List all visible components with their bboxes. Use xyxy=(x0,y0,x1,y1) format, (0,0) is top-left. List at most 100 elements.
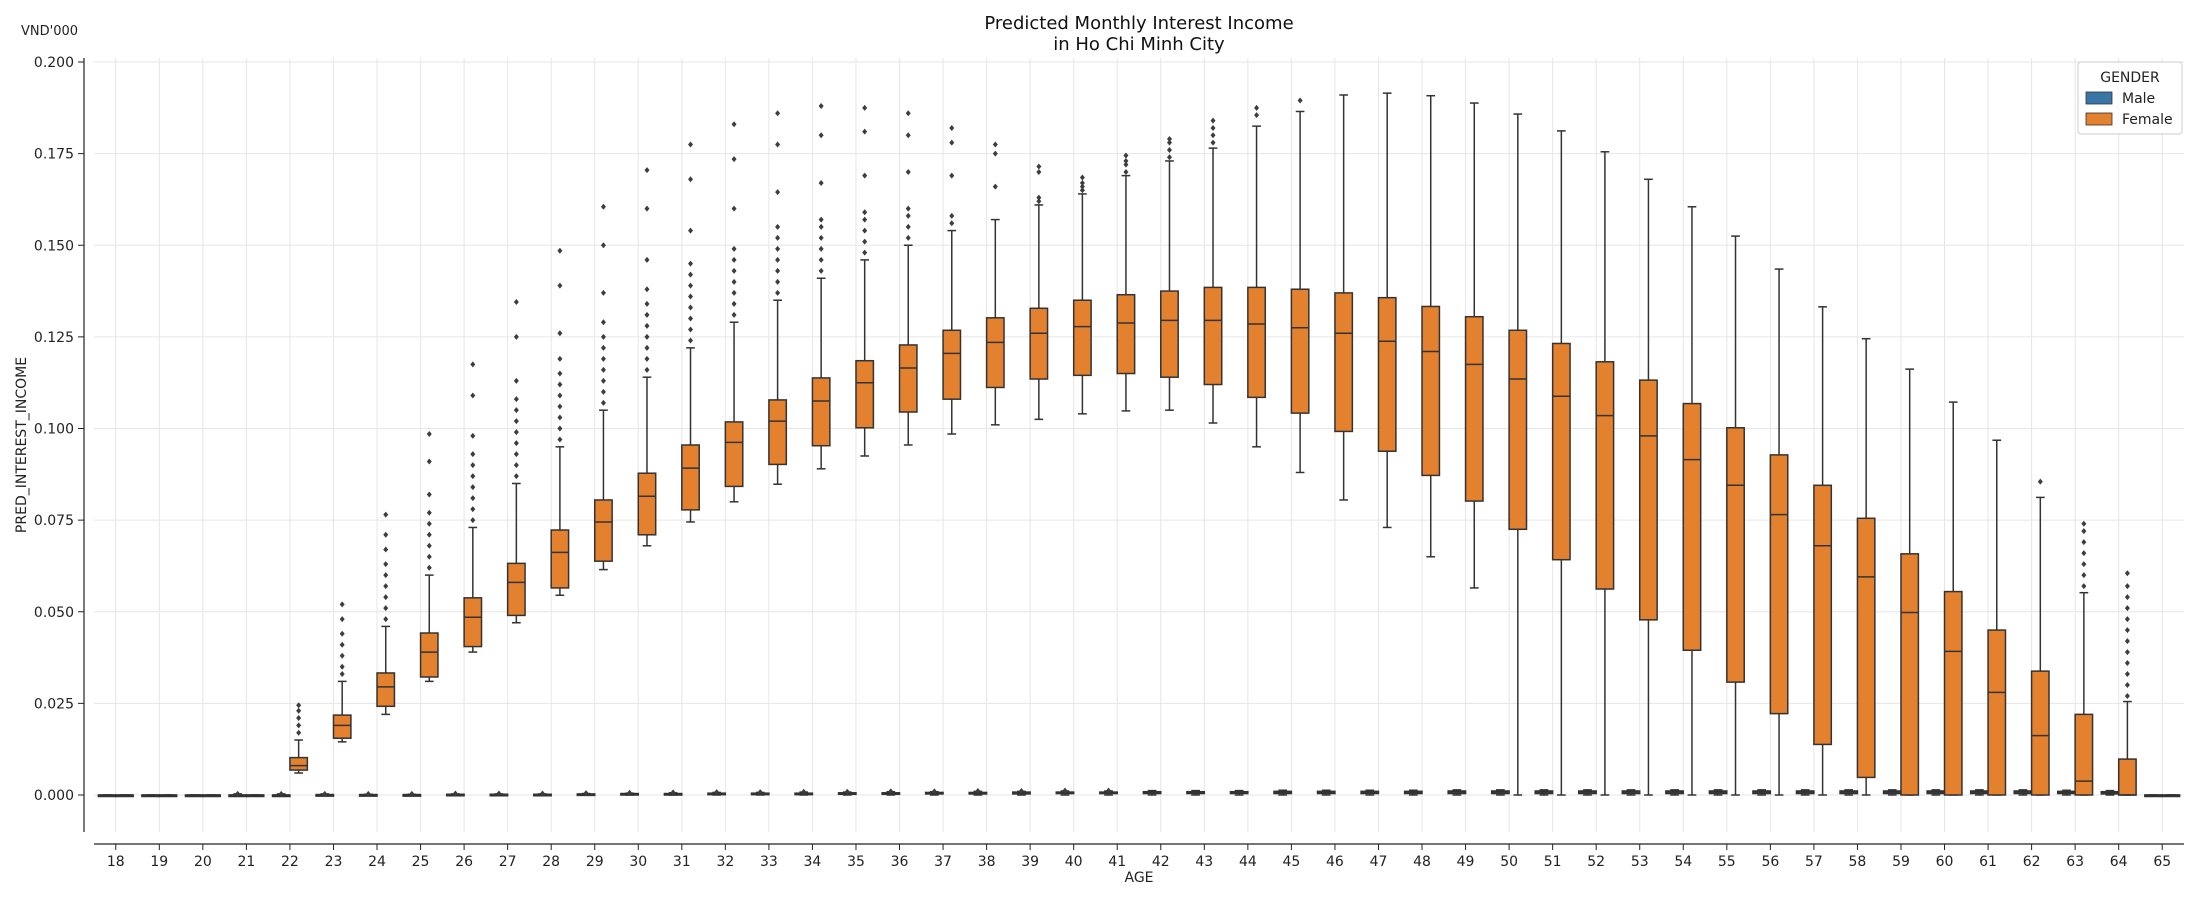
outlier-point xyxy=(600,388,606,395)
box-male-30 xyxy=(620,789,640,796)
outlier-point xyxy=(470,517,476,524)
y-tick-label: 0.150 xyxy=(34,238,74,254)
box-iqr xyxy=(1900,553,1920,796)
y-tick-label: 0.175 xyxy=(34,147,74,163)
outlier-point xyxy=(383,616,389,623)
outlier-point xyxy=(470,392,476,399)
outlier-point xyxy=(470,361,476,368)
outlier-point xyxy=(470,451,476,458)
box-male-25 xyxy=(402,790,422,797)
outlier-point xyxy=(339,652,345,659)
outlier-point xyxy=(862,249,868,256)
box-iqr xyxy=(1726,427,1745,683)
outlier-point xyxy=(513,429,519,436)
outlier-point xyxy=(496,790,502,797)
y-tick-label: 0.050 xyxy=(34,605,74,621)
x-tick-label: 62 xyxy=(2023,854,2041,870)
outlier-point xyxy=(426,520,432,527)
outlier-point xyxy=(2124,583,2130,590)
box-male-21 xyxy=(228,790,248,798)
outlier-point xyxy=(775,110,781,117)
box-iqr xyxy=(376,672,396,708)
outlier-point xyxy=(1062,787,1068,794)
box-female-20 xyxy=(202,794,222,798)
outlier-point xyxy=(296,729,302,736)
box-male-40 xyxy=(1055,787,1075,796)
outlier-point xyxy=(539,790,545,797)
box-iqr xyxy=(1377,296,1397,452)
outlier-point xyxy=(600,333,606,340)
box-female-46 xyxy=(1334,94,1354,501)
x-tick-label: 47 xyxy=(1370,854,1388,870)
x-tick-label: 34 xyxy=(804,854,822,870)
outlier-point xyxy=(688,337,694,344)
box-female-42 xyxy=(1160,135,1179,411)
outlier-point xyxy=(513,407,519,414)
outlier-point xyxy=(470,473,476,480)
outlier-point xyxy=(296,715,302,722)
box-female-48 xyxy=(1421,94,1441,558)
outlier-point xyxy=(557,436,563,443)
box-female-28 xyxy=(550,247,570,597)
outlier-point xyxy=(775,189,781,196)
box-male-33 xyxy=(750,789,770,796)
box-iqr xyxy=(1029,307,1049,380)
x-tick-label: 63 xyxy=(2066,854,2084,870)
box-female-33 xyxy=(768,110,788,485)
y-tick-label: 0.125 xyxy=(34,330,74,346)
outlier-point xyxy=(818,102,824,109)
box-male-34 xyxy=(794,788,814,796)
box-male-41 xyxy=(1099,787,1118,796)
box-male-37 xyxy=(924,788,944,796)
x-tick-label: 56 xyxy=(1761,854,1779,870)
outlier-point xyxy=(296,722,302,729)
outlier-point xyxy=(600,289,606,296)
outlier-point xyxy=(688,260,694,267)
outlier-point xyxy=(714,789,720,796)
box-female-55 xyxy=(1726,235,1745,796)
outlier-point xyxy=(1123,157,1129,164)
x-tick-label: 41 xyxy=(1108,854,1126,870)
outlier-point xyxy=(339,663,345,670)
outlier-point xyxy=(383,531,389,538)
outlier-point xyxy=(818,179,824,186)
box-male-65 xyxy=(2144,794,2163,798)
x-tick-label: 48 xyxy=(1413,854,1431,870)
outlier-point xyxy=(905,168,911,175)
box-female-22 xyxy=(289,702,309,774)
x-tick-label: 64 xyxy=(2110,854,2128,870)
box-iqr xyxy=(1247,286,1267,399)
box-iqr xyxy=(637,472,657,536)
outlier-point xyxy=(235,790,241,797)
box-male-38 xyxy=(968,787,988,796)
box-female-36 xyxy=(898,110,918,446)
outlier-point xyxy=(949,212,955,219)
x-tick-label: 30 xyxy=(629,854,647,870)
x-tick-label: 18 xyxy=(107,854,125,870)
legend-entry-female: Female xyxy=(2122,112,2173,128)
outlier-point xyxy=(949,139,955,146)
outlier-point xyxy=(2081,539,2087,546)
box-iqr xyxy=(2030,670,2050,796)
x-tick-label: 39 xyxy=(1021,854,1039,870)
outlier-point xyxy=(1123,161,1129,168)
box-male-28 xyxy=(533,790,552,797)
outlier-point xyxy=(905,223,911,230)
outlier-point xyxy=(383,605,389,612)
outlier-point xyxy=(2081,561,2087,568)
outlier-point xyxy=(339,616,345,623)
box-male-55 xyxy=(1708,789,1728,796)
legend-entry-male: Male xyxy=(2122,91,2155,107)
box-female-54 xyxy=(1682,206,1702,796)
chart-title-line-1: Predicted Monthly Interest Income xyxy=(984,13,1293,34)
box-iqr xyxy=(1290,288,1310,414)
outlier-point xyxy=(1210,124,1216,131)
outlier-point xyxy=(775,245,781,252)
box-iqr xyxy=(1987,629,2007,796)
legend: GENDER Male Female xyxy=(2077,61,2183,135)
box-female-40 xyxy=(1072,174,1092,415)
y-tick-label: 0.000 xyxy=(34,788,74,804)
outlier-point xyxy=(992,183,998,190)
y-axis-label: PRED_INTEREST_INCOME xyxy=(14,357,30,533)
outlier-point xyxy=(513,396,519,403)
